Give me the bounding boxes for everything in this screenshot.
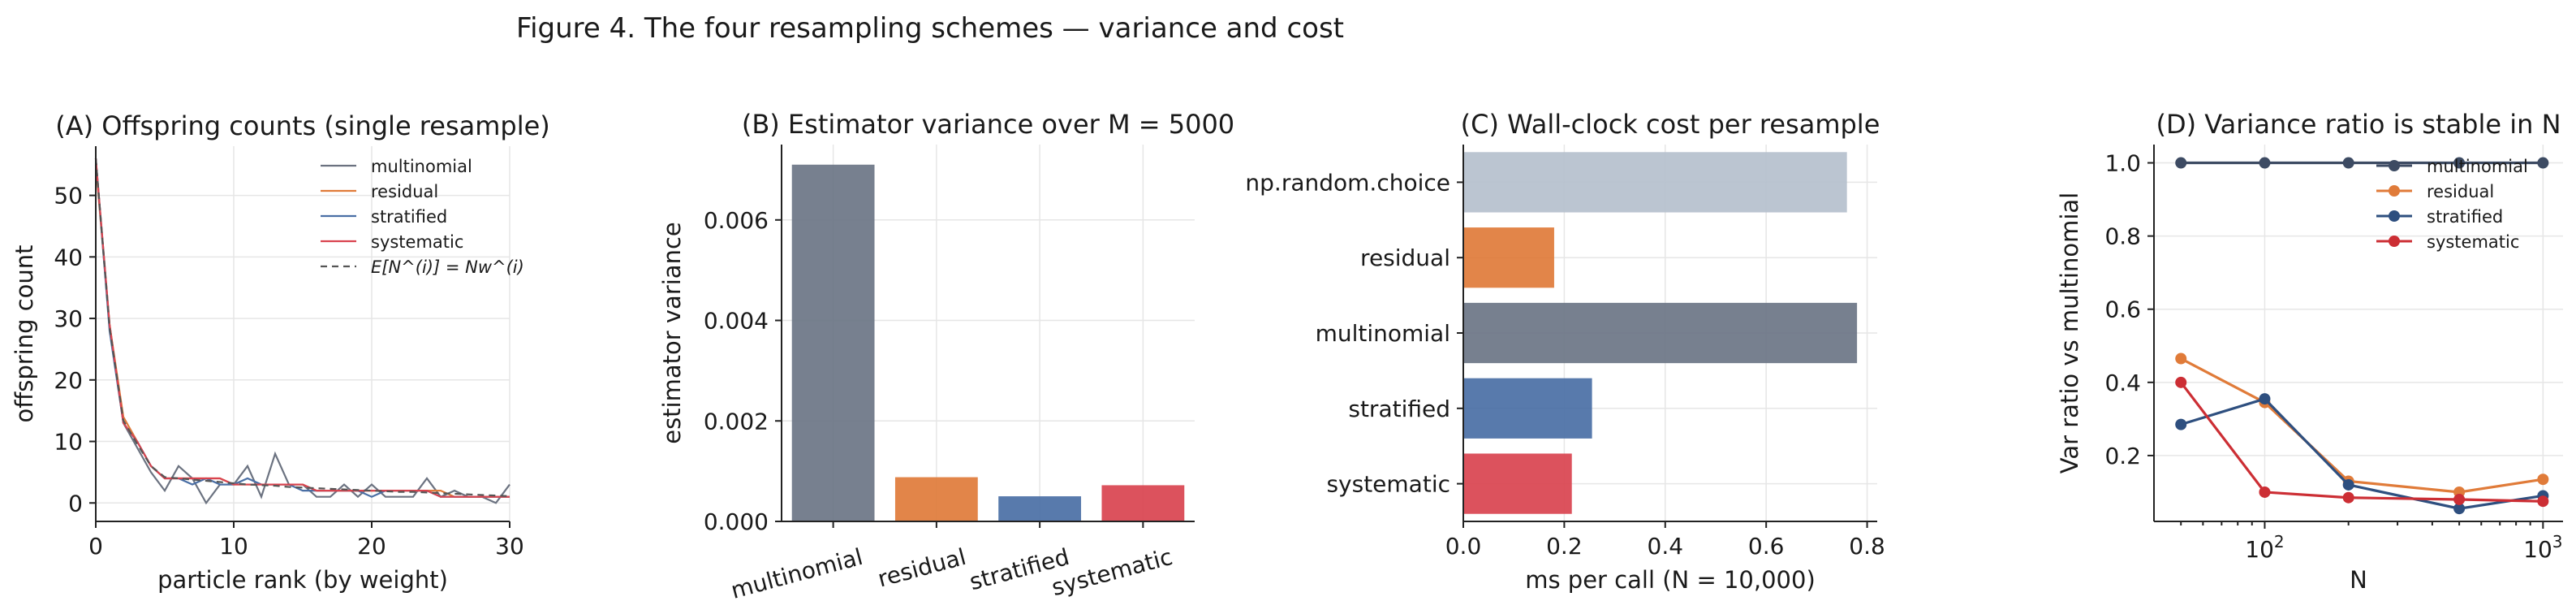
panel-c: 0.0 0.2 0.4 0.6 0.8 np.random.choice residual m…	[1245, 109, 1885, 594]
bar-np-random-choice	[1463, 152, 1847, 213]
series-marker-stratified	[2453, 503, 2466, 515]
x-tick-label: 20	[357, 533, 386, 560]
x-tick-label: 30	[495, 533, 524, 560]
legend-label: E[N^(i)] = Nw^(i)	[371, 257, 524, 277]
legend-label: multinomial	[371, 157, 472, 176]
x-tick-label: 103	[2523, 532, 2562, 563]
bar-multinomial	[1463, 302, 1858, 364]
y-tick-label: 0	[68, 490, 83, 517]
legend-label: residual	[2427, 182, 2494, 201]
series-line-5	[94, 158, 510, 498]
y-axis-label: estimator variance	[658, 222, 686, 444]
legend-marker	[2389, 185, 2400, 197]
y-tick-label: residual	[1360, 244, 1450, 271]
series-line-1	[94, 158, 510, 505]
series-marker-systematic	[2537, 495, 2549, 508]
legend-label: systematic	[371, 232, 463, 252]
bar-residual	[1463, 227, 1554, 288]
panel-d: 0.2 0.4 0.6 0.8 1.0 102 103 (D) Variance ratio …	[2056, 109, 2563, 594]
y-tick-label: 0.8	[2104, 223, 2141, 250]
x-tick-label: 0.2	[1546, 533, 1583, 560]
y-tick-label: multinomial	[1316, 320, 1450, 347]
legend-label: residual	[371, 182, 438, 201]
x-tick-label: 0.4	[1648, 533, 1684, 560]
bar-residual	[894, 477, 978, 521]
legend-label: stratified	[2427, 207, 2503, 227]
series-marker-stratified	[2259, 393, 2271, 405]
y-tick-label: stratified	[1348, 396, 1450, 422]
y-tick-label: 0.4	[2104, 370, 2141, 396]
y-tick-label: 0.002	[704, 408, 769, 435]
x-tick-label: 102	[2245, 532, 2284, 563]
series-line-residual	[2180, 357, 2544, 494]
series-marker-stratified	[2342, 478, 2354, 491]
panel-title: (A) Offspring counts (single resample)	[55, 110, 550, 141]
y-tick-label: 10	[54, 429, 83, 456]
series-marker-systematic	[2342, 491, 2354, 504]
bar-stratified	[998, 496, 1082, 521]
series-marker-multinomial	[2537, 157, 2549, 169]
figure-title: Figure 4. The four resampling schemes — …	[516, 12, 1344, 45]
series-marker-stratified	[2175, 418, 2187, 430]
y-axis-label: Var ratio vs multinomial	[2056, 192, 2083, 473]
legend-label: systematic	[2427, 232, 2519, 252]
bar-stratified	[1463, 378, 1592, 439]
x-tick-label: systematic	[1049, 543, 1175, 601]
y-tick-label: 40	[54, 244, 83, 270]
y-tick-label: 0.004	[704, 308, 769, 335]
x-tick-label: 0	[88, 533, 103, 560]
series-line-4	[94, 158, 510, 498]
series-marker-multinomial	[2342, 157, 2354, 169]
panel-a: 0 10 20 30 0 10 20 30 40 50 (A) Offspring counts (…	[11, 110, 550, 594]
x-tick-label: multinomial	[728, 543, 865, 604]
legend-marker	[2389, 160, 2400, 171]
series-marker-residual	[2537, 473, 2549, 486]
series-marker-systematic	[2259, 486, 2271, 498]
y-axis-label: offspring count	[11, 244, 38, 422]
x-axis-label: particle rank (by weight)	[157, 566, 448, 594]
x-axis-label: N	[2350, 566, 2367, 594]
x-tick-label: 0.6	[1748, 533, 1785, 560]
series-marker-multinomial	[2259, 157, 2271, 169]
series-marker-residual	[2175, 352, 2187, 365]
x-tick-label: 10	[219, 533, 248, 560]
legend-label: multinomial	[2427, 157, 2528, 176]
series-marker-systematic	[2175, 376, 2187, 388]
legend-marker	[2389, 210, 2400, 222]
y-tick-label: 50	[54, 183, 83, 210]
series-marker-multinomial	[2175, 157, 2187, 169]
panel-title: (D) Variance ratio is stable in N	[2156, 109, 2561, 140]
y-tick-label: np.random.choice	[1245, 169, 1450, 196]
x-axis-label: ms per call (N = 10,000)	[1525, 566, 1816, 594]
legend-marker	[2389, 236, 2400, 247]
y-tick-label: systematic	[1326, 471, 1450, 498]
y-tick-label: 30	[54, 305, 83, 332]
series-marker-multinomial	[2453, 157, 2466, 169]
bar-systematic	[1463, 453, 1572, 514]
y-tick-label: 0.6	[2104, 296, 2141, 323]
panel-title: (C) Wall-clock cost per resample	[1461, 109, 1880, 140]
y-tick-label: 1.0	[2104, 150, 2141, 177]
bar-multinomial	[791, 164, 875, 521]
y-tick-label: 0.006	[704, 207, 769, 234]
panel-title: (B) Estimator variance over M = 5000	[742, 109, 1234, 140]
series-marker-systematic	[2453, 493, 2466, 505]
x-tick-label: residual	[875, 543, 969, 593]
y-tick-label: 20	[54, 367, 83, 394]
panel-b: 0.000 0.002 0.004 0.006 multinomial residual s…	[658, 109, 1234, 604]
x-tick-label: 0.8	[1849, 533, 1885, 560]
series-line-2	[94, 164, 510, 498]
y-tick-label: 0.000	[704, 508, 769, 535]
legend-label: stratified	[371, 207, 447, 227]
series-line-3	[94, 158, 510, 498]
x-tick-label: 0.0	[1445, 533, 1482, 560]
bar-systematic	[1101, 485, 1185, 521]
y-tick-label: 0.2	[2104, 443, 2141, 469]
